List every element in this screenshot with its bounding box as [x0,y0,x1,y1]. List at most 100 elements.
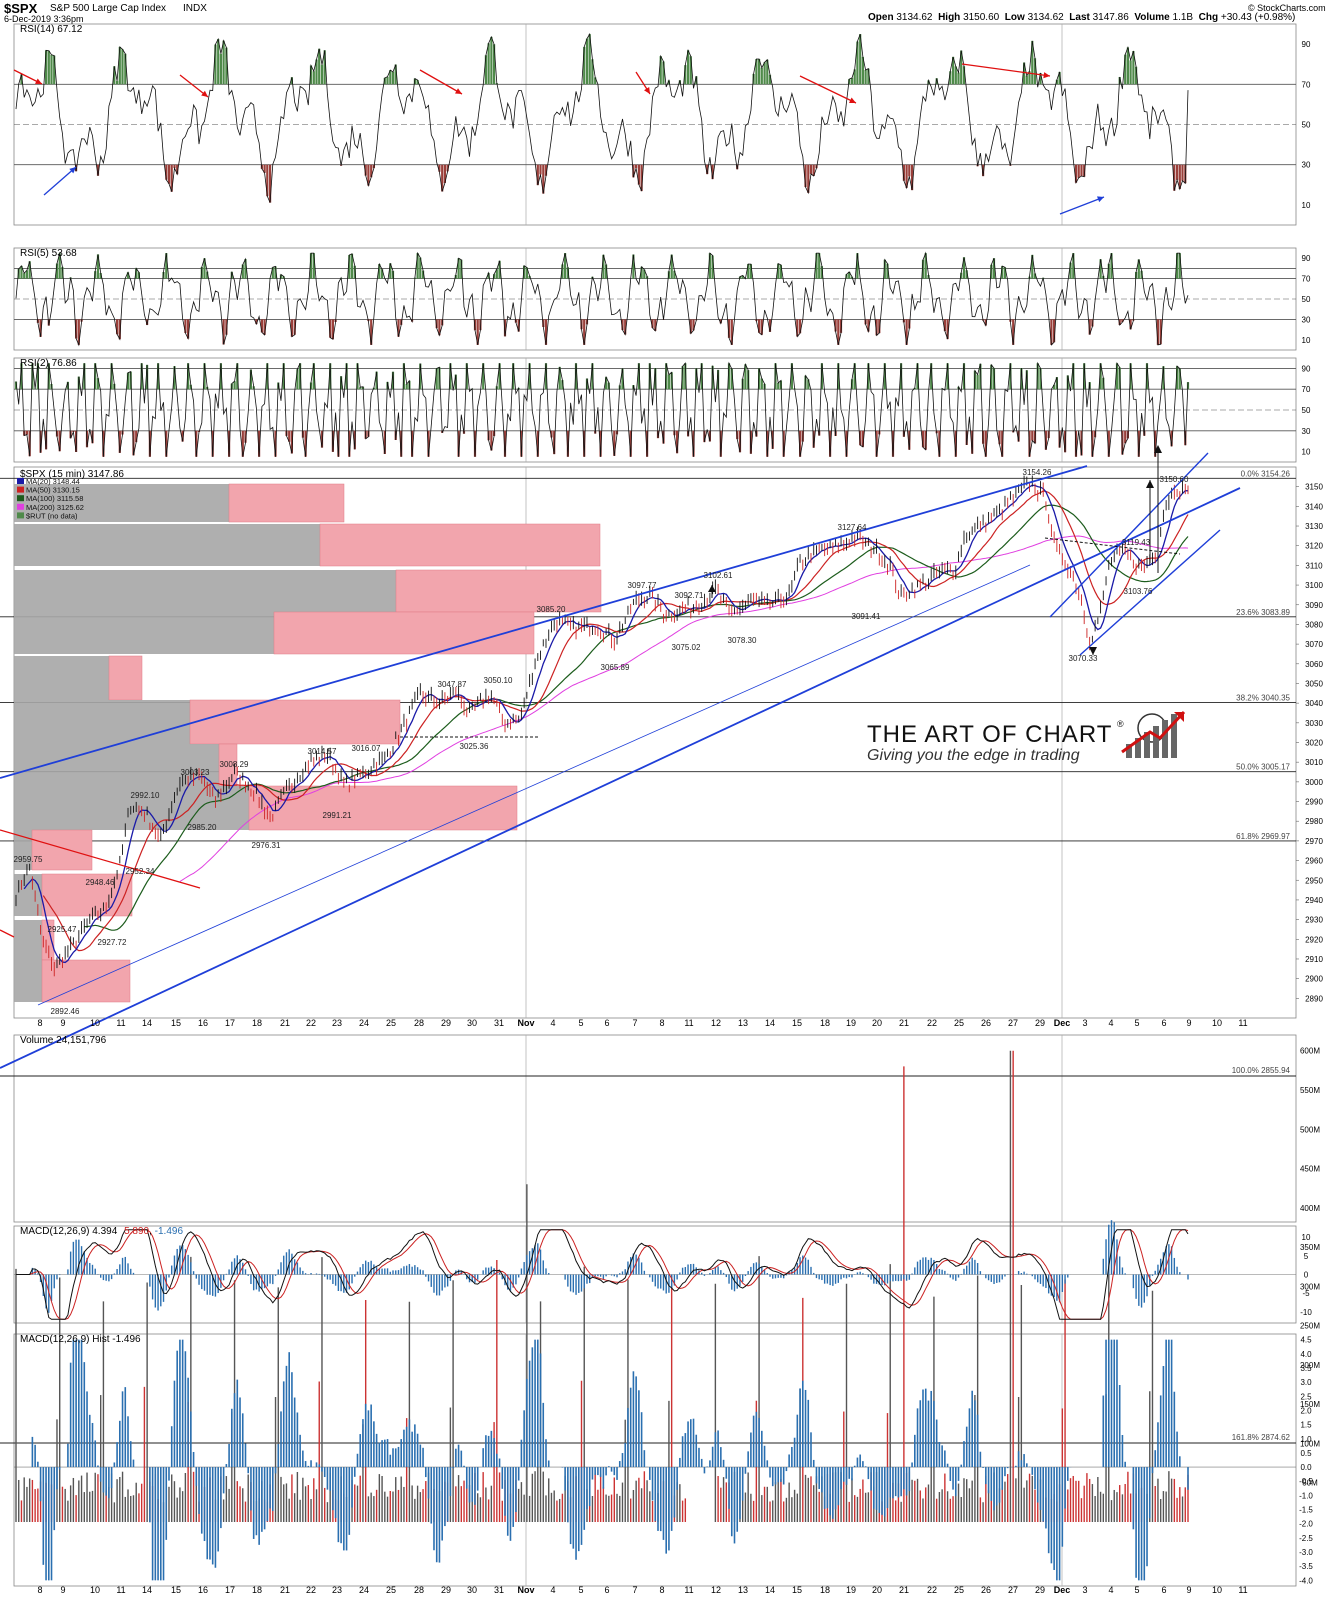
legend-swatch [17,503,24,510]
x-tick-label: 11 [684,1585,693,1595]
trendline [0,465,1088,779]
volume-profile-bar-grey [14,524,320,566]
price-y-tick: 2930 [1305,916,1323,925]
header-date: 6-Dec-2019 3:36pm [4,14,84,24]
divergence-line [1059,196,1105,215]
x-tick-label: Nov [517,1585,534,1595]
x-tick-label: 22 [306,1585,316,1595]
x-tick-label: 18 [820,1585,830,1595]
price-y-tick: 3120 [1305,542,1323,551]
trendline [0,929,15,938]
rsi-y-tick: 70 [1302,80,1311,89]
price-title: $SPX (15 min) 3147.86 [20,469,124,480]
x-tick-label: 9 [60,1018,65,1028]
price-label: 3103.76 [1124,587,1153,596]
price-label: 3025.36 [460,742,489,751]
price-label: 2959.75 [14,855,43,864]
price-label: 3070.33 [1069,654,1098,663]
macd-title-hist: -1.496 [155,1226,184,1237]
x-tick-label: 17 [225,1018,235,1028]
x-tick-label: 25 [954,1018,964,1028]
price-label: 3097.77 [628,581,657,590]
volume-profile-bar-grey [14,960,42,1002]
x-tick-label: Dec [1054,1585,1071,1595]
price-label: 2985.20 [188,823,217,832]
price-y-tick: 3000 [1305,778,1323,787]
divergence-line [43,166,77,196]
rsi-line [15,251,1189,347]
trendline [1079,529,1221,656]
x-tick-label: 19 [846,1018,856,1028]
price-label: 3078.30 [728,636,757,645]
price-y-tick: 3080 [1305,620,1323,629]
hist-y-tick: 2.5 [1300,1392,1312,1401]
hist-y-tick: 1.5 [1300,1421,1312,1430]
fib-level-label: 23.6% 3083.89 [1236,608,1290,617]
rsi-y-tick: 90 [1302,254,1311,263]
volume-profile-bar-red [273,611,535,655]
price-y-tick: 3040 [1305,699,1323,708]
volume-title: Volume 24,151,796 [20,1035,107,1046]
x-tick-label: 18 [252,1585,262,1595]
hist-y-tick: -3.5 [1299,1562,1313,1571]
price-y-tick: 2940 [1305,896,1323,905]
x-tick-label: 20 [872,1585,882,1595]
price-label: 3092.71 [675,591,704,600]
x-tick-label: 30 [467,1585,477,1595]
macd-signal-line [16,1229,1189,1320]
watermark-logo-icon [1121,710,1186,758]
volume-profile-bar-grey [14,570,396,612]
hist-y-tick: 2.0 [1300,1406,1312,1415]
x-tick-label: 9 [1186,1585,1191,1595]
x-tick-label: 11 [116,1585,125,1595]
hist-y-tick: 4.0 [1300,1350,1312,1359]
hist-y-tick: 3.0 [1300,1378,1312,1387]
divergence-arrow-icon [201,90,208,97]
open-value: 3134.62 [896,12,933,23]
chg-value: +30.43 (+0.98%) [1220,12,1296,23]
x-tick-label: 16 [198,1585,208,1595]
x-tick-label: 27 [1008,1585,1018,1595]
x-tick-label: 6 [1161,1585,1166,1595]
volume-y-tick: 500M [1300,1125,1320,1134]
trendline [0,829,201,889]
x-tick-label: 10 [1212,1585,1222,1595]
price-y-tick: 2910 [1305,955,1323,964]
price-label: 2991.21 [323,811,352,820]
volume-y-tick: 300M [1300,1282,1320,1291]
volume-y-tick: 250M [1300,1322,1320,1331]
price-y-tick: 2980 [1305,817,1323,826]
fib-level-label: 0.0% 3154.26 [1241,469,1291,478]
price-label: 2925.47 [48,925,77,934]
fib-level-label: 50.0% 3005.17 [1236,763,1290,772]
x-tick-label: 24 [359,1018,369,1028]
macd-y-tick: 5 [1304,1252,1309,1261]
macd-title-main: MACD(12,26,9) 4.394 [20,1226,118,1237]
price-label: 3119.43 [1122,538,1151,547]
x-tick-label: 4 [550,1585,555,1595]
x-tick-label: 3 [1082,1585,1087,1595]
x-tick-label: 8 [37,1585,42,1595]
rsi-y-tick: 30 [1302,427,1311,436]
macd-y-tick: -5 [1302,1289,1310,1298]
rsi-y-tick: 30 [1302,315,1311,324]
volume-y-tick: 100M [1300,1439,1320,1448]
x-tick-label: 13 [738,1018,748,1028]
volume-profile-bar-red [228,483,345,523]
x-tick-label: 29 [441,1585,451,1595]
rsi-overbought-fill [17,253,1181,279]
legend-swatch [17,486,24,493]
macd-y-tick: 0 [1304,1271,1309,1280]
arrow-down-icon [1089,647,1097,655]
rsi14-title: RSI(14) 67.12 [20,24,83,35]
axis-tick-layer: 8 9 10 11 14 15 16 17 18 21 22 23 24 25 28 29 30 31 Nov 4 5 6… [37,40,1323,1595]
divergence-line [799,75,857,104]
x-tick-label: 10 [1212,1018,1222,1028]
volume-y-tick: 200M [1300,1361,1320,1370]
watermark-title: THE ART OF CHART [867,721,1112,748]
x-tick-label: 14 [765,1018,775,1028]
volume-profile-bar-red [108,655,143,701]
price-label: 3091.41 [852,612,881,621]
x-tick-label: 10 [90,1018,100,1028]
trendline [0,487,1241,1069]
